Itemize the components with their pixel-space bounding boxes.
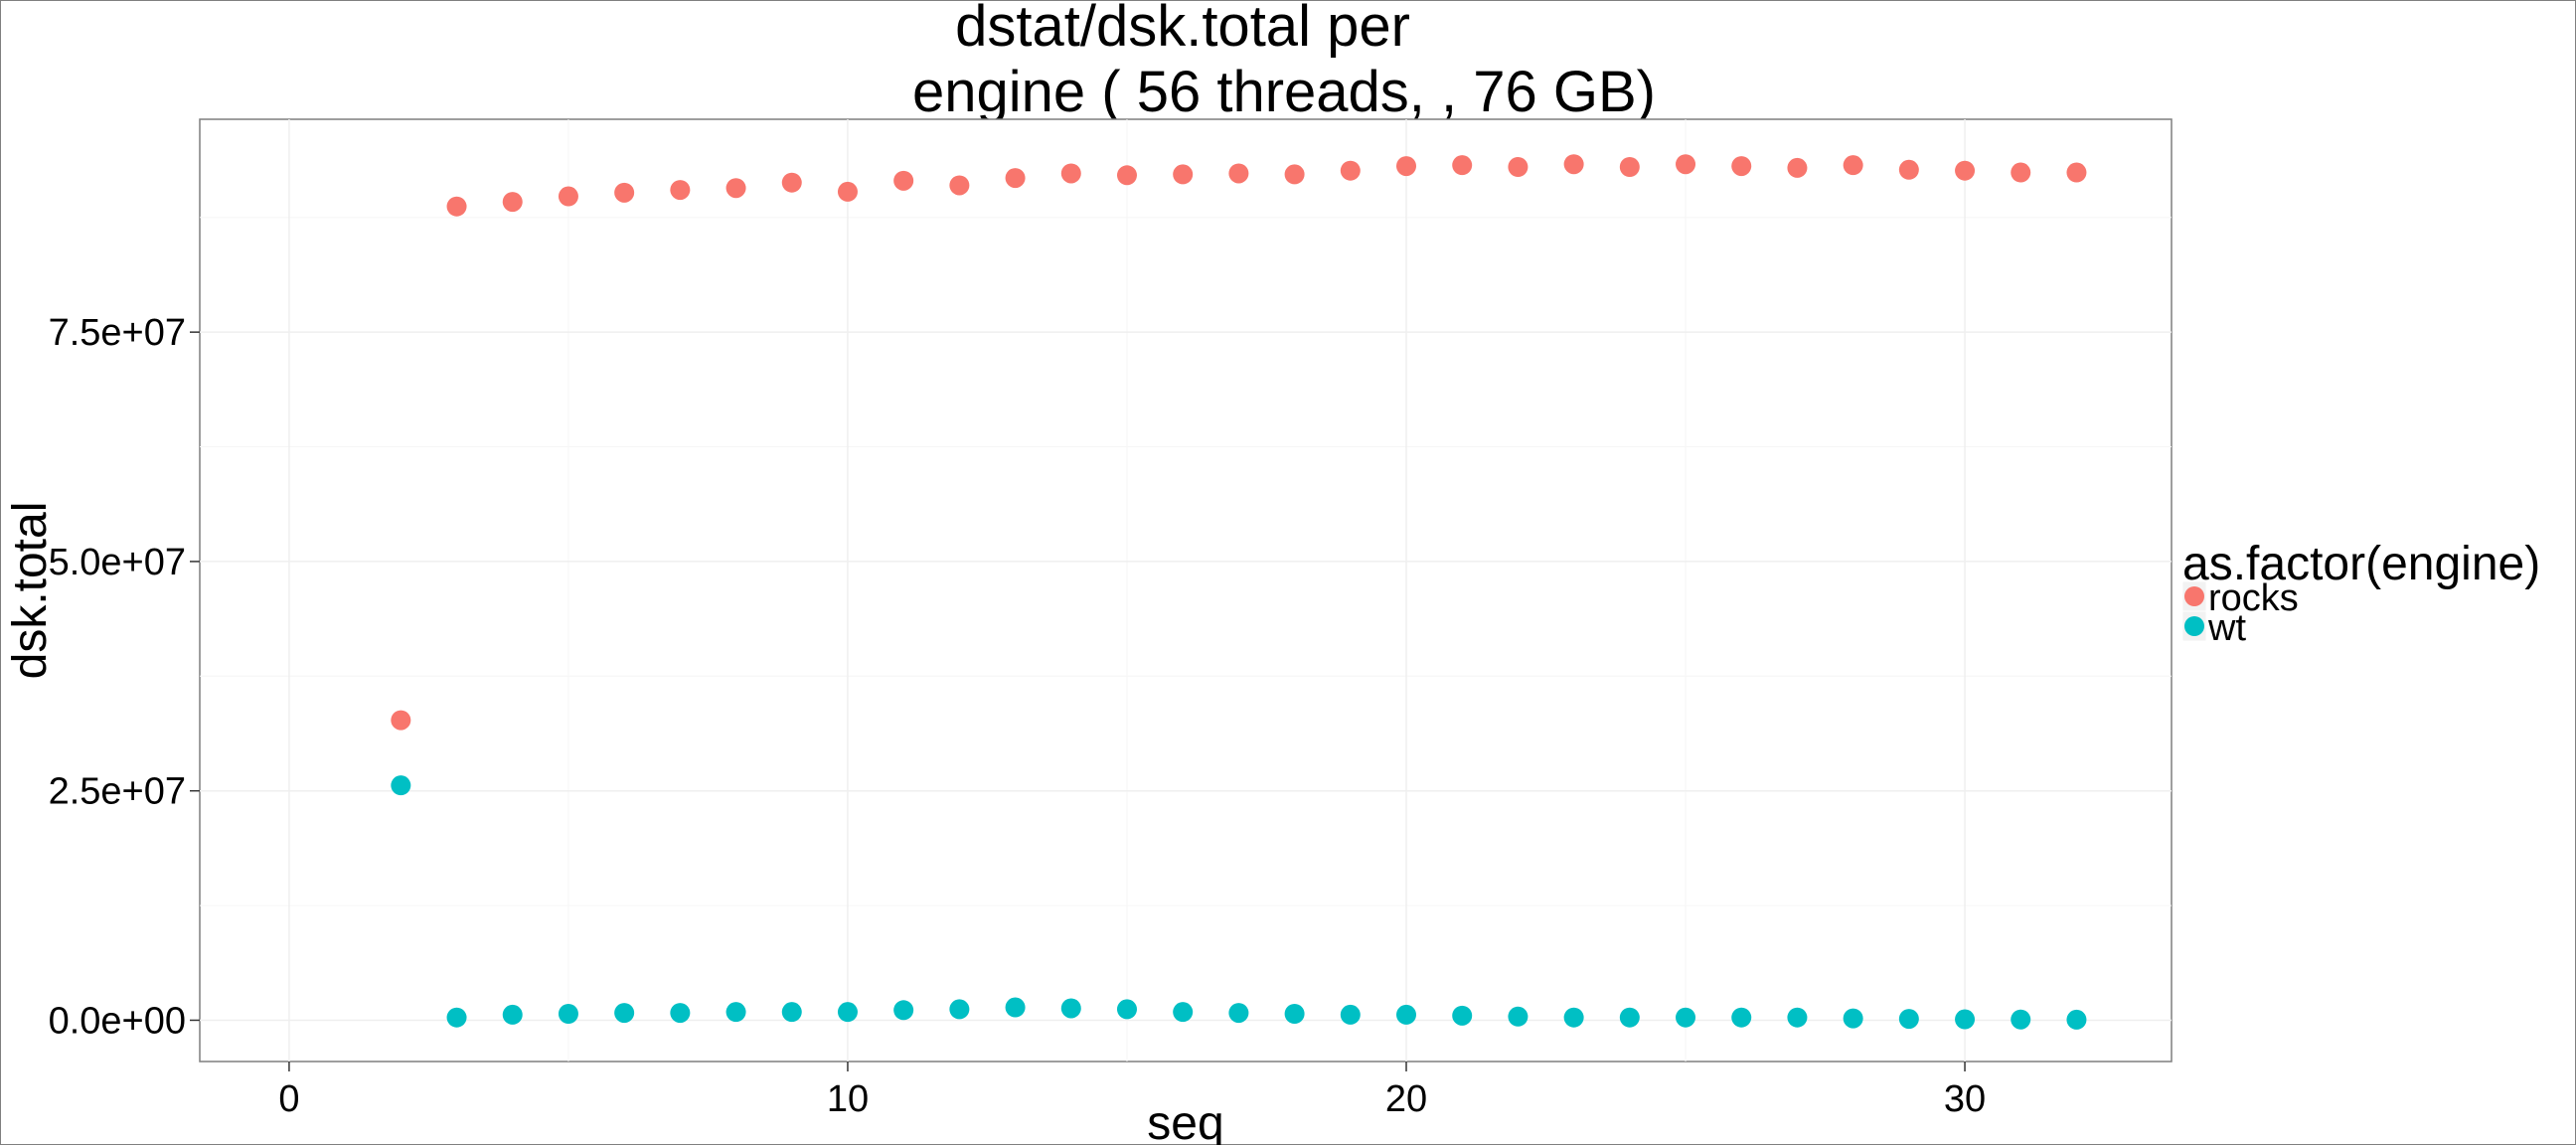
x-tick-label: 0	[278, 1078, 299, 1120]
point-rocks	[670, 180, 691, 201]
x-axis-label: seq	[1147, 1097, 1223, 1145]
point-rocks	[1843, 155, 1863, 176]
point-wt	[1563, 1007, 1584, 1028]
x-tick-label: 10	[827, 1078, 869, 1120]
legend: as.factor(engine) rocks wt	[2181, 538, 2540, 649]
point-rocks	[1060, 163, 1081, 184]
point-rocks	[391, 710, 411, 731]
chart-title-line1: dstat/dsk.total per	[955, 0, 1410, 59]
point-rocks	[1452, 155, 1473, 176]
y-tick-label: 7.5e+07	[49, 312, 186, 354]
point-rocks	[1116, 165, 1137, 186]
point-wt	[1955, 1009, 1976, 1030]
point-wt	[1898, 1009, 1919, 1030]
point-rocks	[1005, 168, 1026, 189]
point-wt	[781, 1002, 802, 1023]
x-tick-label: 30	[1944, 1078, 1986, 1120]
point-wt	[1619, 1007, 1640, 1028]
point-wt	[1731, 1007, 1752, 1028]
point-wt	[670, 1003, 691, 1024]
point-rocks	[1676, 154, 1696, 175]
point-rocks	[1787, 157, 1808, 178]
legend-label-rocks: rocks	[2208, 577, 2299, 619]
x-axis: 0 10 20 30	[278, 1062, 1986, 1120]
legend-marker-wt	[2184, 616, 2204, 636]
point-rocks	[1284, 164, 1305, 185]
point-rocks	[1619, 157, 1640, 177]
point-rocks	[1173, 164, 1194, 185]
legend-label-wt: wt	[2207, 607, 2246, 649]
point-rocks	[2011, 162, 2031, 183]
point-rocks	[502, 192, 523, 213]
point-wt	[1228, 1003, 1249, 1024]
point-wt	[1173, 1002, 1194, 1023]
x-tick-label: 20	[1385, 1078, 1427, 1120]
point-wt	[1843, 1008, 1863, 1029]
chart-title-line2: engine ( 56 threads, , 76 GB)	[912, 60, 1656, 124]
point-wt	[837, 1002, 858, 1023]
point-wt	[1452, 1005, 1473, 1026]
point-rocks	[949, 175, 970, 196]
point-wt	[1676, 1007, 1696, 1028]
point-rocks	[1508, 157, 1529, 177]
point-wt	[1116, 999, 1137, 1020]
point-wt	[2011, 1009, 2031, 1030]
point-rocks	[837, 181, 858, 202]
point-rocks	[1955, 160, 1976, 181]
point-wt	[1508, 1006, 1529, 1027]
point-wt	[391, 775, 411, 796]
point-wt	[1284, 1004, 1305, 1024]
point-wt	[446, 1007, 467, 1028]
legend-marker-rocks	[2184, 586, 2204, 606]
legend-title: as.factor(engine)	[2182, 538, 2540, 590]
y-tick-label: 5.0e+07	[49, 542, 186, 583]
point-rocks	[1898, 159, 1919, 180]
data-points	[391, 154, 2087, 1030]
point-wt	[1060, 998, 1081, 1019]
point-wt	[949, 999, 970, 1020]
y-tick-label: 0.0e+00	[49, 1000, 186, 1042]
point-wt	[1787, 1007, 1808, 1028]
point-rocks	[446, 196, 467, 217]
point-wt	[725, 1002, 746, 1023]
point-wt	[893, 1000, 914, 1021]
point-rocks	[781, 172, 802, 193]
point-wt	[614, 1003, 635, 1024]
y-axis: 0.0e+00 2.5e+07 5.0e+07 7.5e+07	[49, 312, 200, 1042]
point-rocks	[725, 178, 746, 199]
point-rocks	[893, 170, 914, 191]
point-rocks	[1731, 156, 1752, 177]
plot-panel	[199, 118, 2173, 1063]
point-wt	[502, 1004, 523, 1025]
point-wt	[1005, 997, 1026, 1018]
point-wt	[558, 1004, 578, 1024]
point-wt	[2066, 1009, 2087, 1030]
point-wt	[1396, 1004, 1417, 1025]
point-rocks	[614, 182, 635, 203]
point-rocks	[1228, 163, 1249, 184]
point-rocks	[1563, 154, 1584, 175]
y-tick-label: 2.5e+07	[49, 771, 186, 813]
y-axis-label: dsk.total	[4, 502, 57, 680]
point-rocks	[1396, 156, 1417, 177]
point-rocks	[558, 186, 578, 207]
point-wt	[1340, 1004, 1361, 1025]
point-rocks	[1340, 160, 1361, 181]
point-rocks	[2066, 162, 2087, 183]
